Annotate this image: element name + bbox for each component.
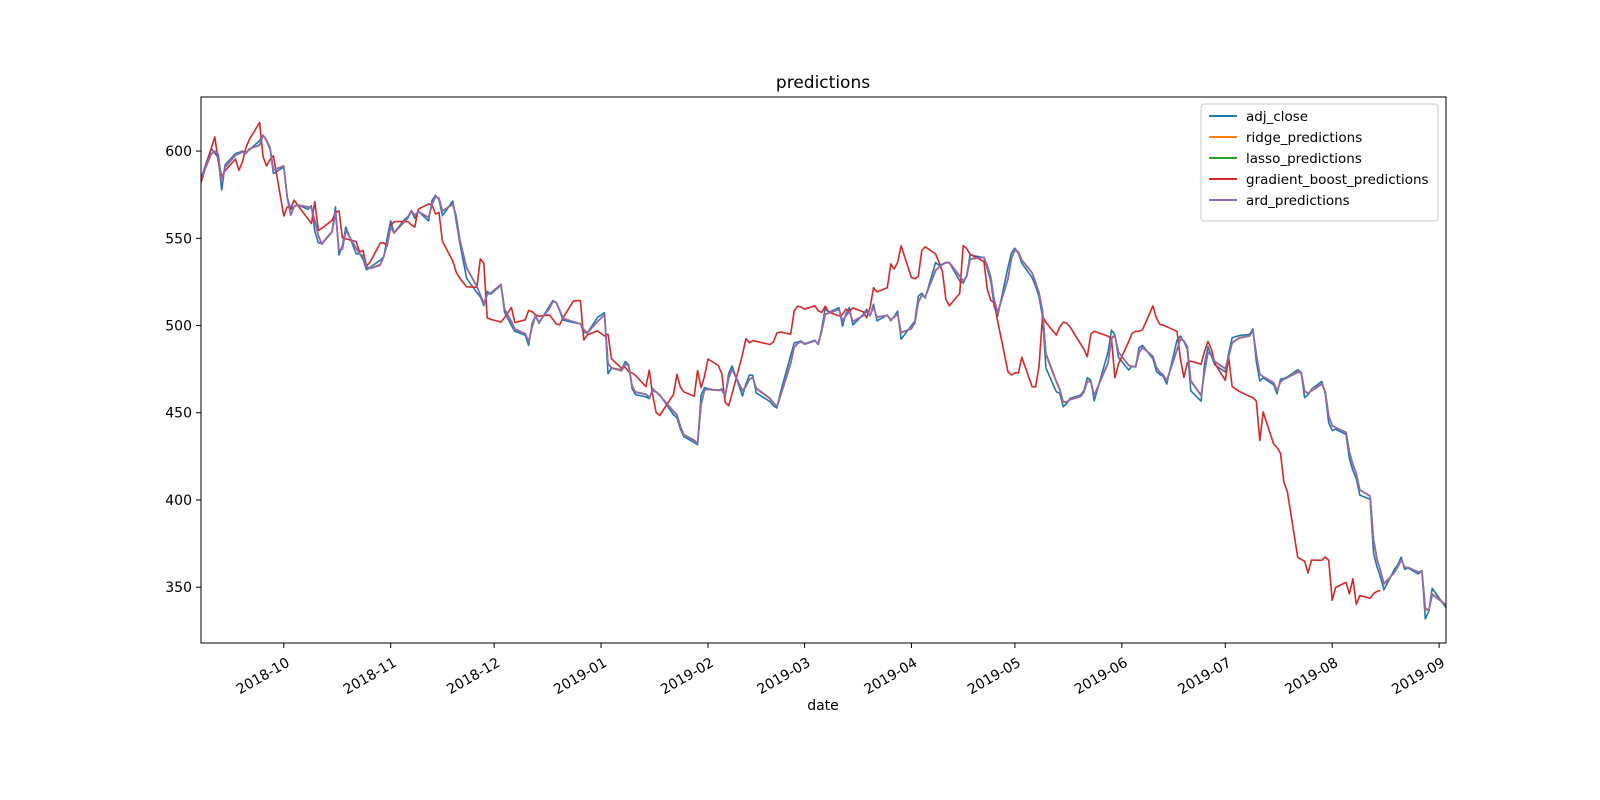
legend: adj_close ridge_predictions lasso_predicti…	[1200, 103, 1439, 222]
legend-box	[1200, 103, 1439, 222]
chart-title: predictions	[776, 73, 870, 93]
series-layer	[201, 121, 1446, 620]
legend-label-gradient_boost_predictions: gradient_boost_predictions	[1246, 172, 1429, 188]
legend-label-adj_close: adj_close	[1246, 109, 1308, 125]
y-axis: 350 400 450 500 550 600	[165, 144, 201, 596]
y-tick-label: 450	[165, 406, 192, 422]
y-tick-label: 350	[165, 580, 192, 596]
legend-label-ard_predictions: ard_predictions	[1246, 193, 1350, 209]
y-tick-label: 500	[165, 319, 192, 335]
series-line-gradient_boost_predictions	[201, 121, 1381, 606]
x-axis-label: date	[807, 698, 839, 714]
plot-frame	[200, 96, 1447, 644]
legend-label-lasso_predictions: lasso_predictions	[1246, 151, 1362, 167]
y-tick-label: 600	[165, 144, 192, 160]
y-tick-label: 550	[165, 231, 192, 247]
series-line-ard_predictions	[201, 134, 1446, 612]
legend-label-ridge_predictions: ridge_predictions	[1246, 130, 1362, 146]
y-tick-label: 400	[165, 493, 192, 509]
